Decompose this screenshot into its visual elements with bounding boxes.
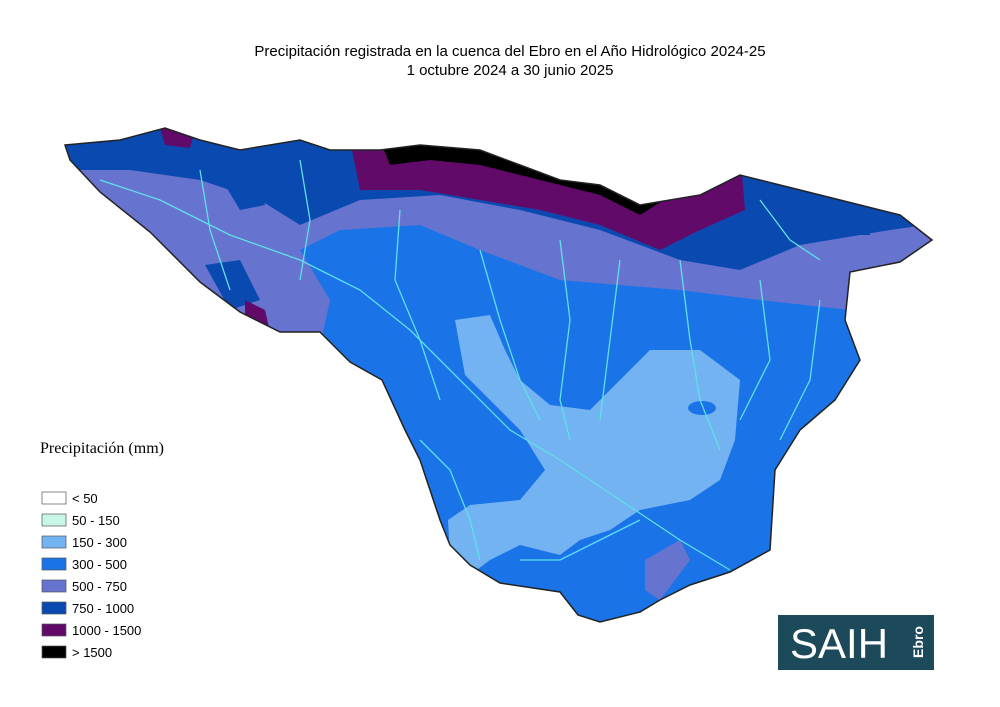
basin-map xyxy=(65,128,932,622)
legend-label: 750 - 1000 xyxy=(72,601,134,616)
logo-subtext: Ebro xyxy=(910,626,926,658)
legend: < 50 50 - 150 150 - 300 300 - 500 500 - 750 7… xyxy=(41,491,141,660)
logo: SAIH Ebro xyxy=(778,615,934,670)
legend-label: > 1500 xyxy=(72,645,112,660)
legend-swatch xyxy=(41,645,67,659)
legend-swatch xyxy=(41,491,67,505)
legend-label: 150 - 300 xyxy=(72,535,127,550)
legend-swatch xyxy=(41,579,67,593)
map-title: Precipitación registrada en la cuenca de… xyxy=(254,43,765,60)
legend-label: 50 - 150 xyxy=(72,513,120,528)
legend-swatch xyxy=(41,513,67,527)
logo-text: SAIH xyxy=(790,620,888,667)
legend-swatch xyxy=(41,535,67,549)
legend-swatch xyxy=(41,557,67,571)
legend-label: 300 - 500 xyxy=(72,557,127,572)
legend-label: 500 - 750 xyxy=(72,579,127,594)
legend-title: Precipitación (mm) xyxy=(40,440,164,457)
legend-swatch xyxy=(41,623,67,637)
map-subtitle: 1 octubre 2024 a 30 junio 2025 xyxy=(407,62,614,79)
legend-label: 1000 - 1500 xyxy=(72,623,141,638)
basin-outline xyxy=(63,127,934,623)
logo-background xyxy=(778,615,934,670)
rivers xyxy=(99,159,821,571)
legend-swatch xyxy=(41,601,67,615)
legend-label: < 50 xyxy=(72,491,98,506)
